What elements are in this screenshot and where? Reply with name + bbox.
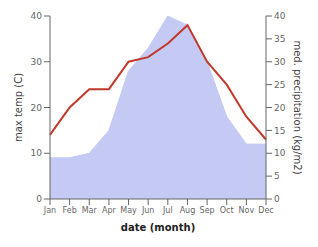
svg-text:Dec: Dec [258, 206, 273, 215]
svg-text:Sep: Sep [200, 206, 215, 215]
svg-text:0: 0 [274, 194, 280, 204]
svg-text:Aug: Aug [180, 206, 196, 215]
svg-text:20: 20 [31, 103, 43, 113]
svg-text:35: 35 [274, 34, 285, 44]
svg-text:25: 25 [274, 80, 285, 90]
svg-text:40: 40 [31, 11, 43, 21]
svg-text:Jul: Jul [162, 206, 173, 215]
svg-text:May: May [120, 206, 137, 215]
svg-text:date (month): date (month) [121, 222, 195, 233]
svg-text:med. precipitation (kg/m2): med. precipitation (kg/m2) [292, 40, 303, 174]
svg-text:0: 0 [36, 194, 42, 204]
svg-text:10: 10 [31, 148, 43, 158]
svg-text:5: 5 [274, 171, 280, 181]
svg-text:30: 30 [274, 57, 286, 67]
svg-text:40: 40 [274, 11, 286, 21]
svg-text:30: 30 [31, 57, 43, 67]
svg-text:Mar: Mar [82, 206, 98, 215]
svg-text:10: 10 [274, 148, 286, 158]
svg-text:Jan: Jan [43, 206, 56, 215]
svg-text:15: 15 [274, 126, 285, 136]
svg-text:20: 20 [274, 103, 286, 113]
svg-text:Apr: Apr [102, 206, 117, 215]
svg-text:Nov: Nov [239, 206, 255, 215]
svg-text:Oct: Oct [220, 206, 234, 215]
svg-text:Feb: Feb [63, 206, 77, 215]
svg-text:max temp (C): max temp (C) [13, 73, 24, 142]
svg-text:Jun: Jun [141, 206, 155, 215]
